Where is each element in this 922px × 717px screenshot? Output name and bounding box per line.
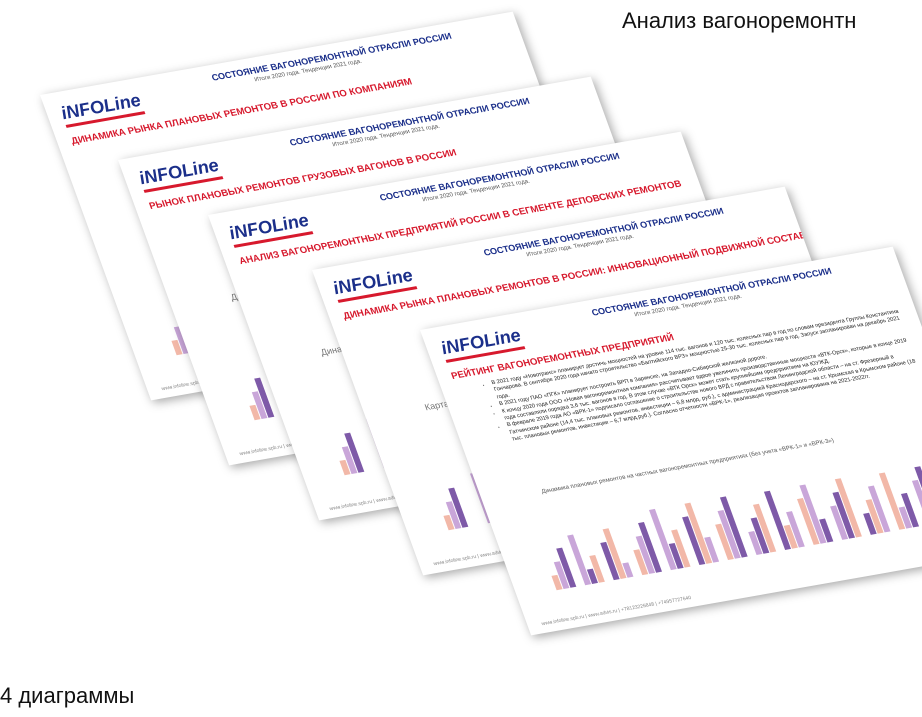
slide-footer: www.infoline.spb.ru | www.advis.ru | +78… xyxy=(540,595,693,628)
decor-bar xyxy=(865,499,884,534)
decor-bar xyxy=(799,484,827,544)
decor-bar xyxy=(602,528,627,579)
decor-bar xyxy=(900,492,920,528)
decor-bar xyxy=(344,432,365,473)
decor-bar xyxy=(715,523,734,561)
decor-bar xyxy=(251,391,268,420)
decor-bar xyxy=(834,478,862,538)
slide: iNFOLine СОСТОЯНИЕ ВАГОНОРЕМОНТНОЙ ОТРАСЛ… xyxy=(420,246,922,636)
decor-bar xyxy=(717,510,741,559)
decor-bar xyxy=(553,561,570,590)
decor-bar xyxy=(668,543,684,569)
decor-bar xyxy=(622,562,634,578)
decor-bar xyxy=(684,502,713,564)
caption: Анализ вагоноремонтн xyxy=(622,8,857,33)
decor-bar xyxy=(819,518,834,543)
decor-bar xyxy=(763,490,792,550)
decor-bar xyxy=(867,485,891,533)
decor-bar xyxy=(635,535,656,574)
decor-bar xyxy=(600,541,620,581)
decor-bar xyxy=(748,531,763,555)
caption: 4 диаграммы xyxy=(0,683,135,708)
decor-bar xyxy=(796,498,820,545)
decor-bar xyxy=(682,516,706,566)
decor-bar xyxy=(633,549,649,576)
decor-bar xyxy=(671,529,691,568)
decor-bar xyxy=(704,536,720,563)
decor-bar xyxy=(341,446,358,475)
decor-bar xyxy=(443,514,455,531)
decor-bar xyxy=(254,377,275,418)
decor-bar xyxy=(752,503,777,553)
decor-bar xyxy=(171,339,183,356)
decor-bar xyxy=(339,459,351,476)
decor-bar xyxy=(448,487,469,528)
decor-bar xyxy=(750,517,770,554)
decor-bar xyxy=(786,511,805,548)
decor-bar xyxy=(878,472,906,530)
decor-bar xyxy=(638,522,663,573)
decor-bar xyxy=(830,505,849,540)
decor-bar xyxy=(589,555,605,583)
decor-bar xyxy=(898,506,913,529)
decor-bar xyxy=(445,501,462,530)
decor-bar xyxy=(914,466,922,524)
decor-bar xyxy=(863,512,877,535)
chart-thumbnail xyxy=(551,466,922,591)
decor-bar xyxy=(586,568,598,584)
decor-bar xyxy=(832,491,856,539)
decor-bar xyxy=(556,547,577,588)
bullet-list: В 2021 году «Новотранс» планирует достич… xyxy=(481,308,922,446)
decor-bar xyxy=(648,508,677,571)
decor-bar xyxy=(249,404,261,421)
decor-bar xyxy=(719,496,748,558)
decor-bar xyxy=(911,479,922,525)
decor-bar xyxy=(551,574,563,591)
decor-bar xyxy=(783,524,798,549)
slide-title: СОСТОЯНИЕ ВАГОНОРЕМОНТНОЙ ОТРАСЛИ РОССИИ xyxy=(210,30,454,83)
decor-bar xyxy=(567,534,592,586)
